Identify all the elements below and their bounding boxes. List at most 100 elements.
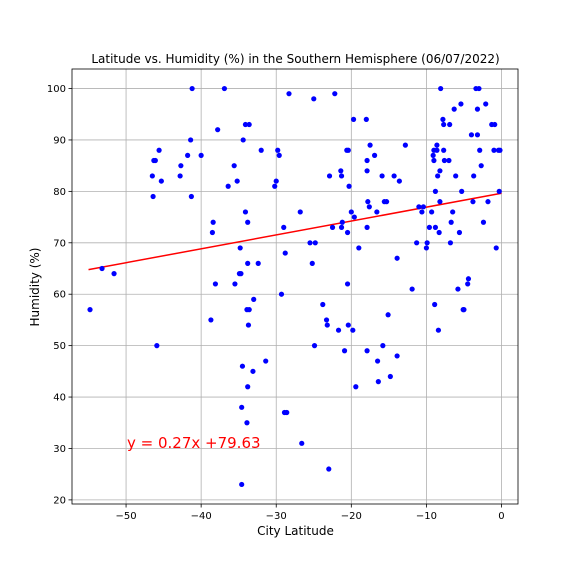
- data-point: [429, 209, 435, 215]
- data-point: [437, 199, 443, 205]
- data-point: [324, 322, 330, 328]
- data-point: [150, 193, 156, 200]
- data-point: [447, 240, 454, 246]
- data-point: [438, 85, 444, 92]
- data-point: [245, 260, 251, 266]
- data-point: [394, 353, 400, 359]
- data-point: [350, 116, 357, 122]
- data-point: [374, 358, 381, 364]
- y-tick-label: 40: [53, 393, 66, 404]
- data-point: [423, 245, 429, 251]
- data-point: [154, 343, 160, 349]
- data-point: [363, 116, 369, 122]
- plot-frame: [71, 68, 519, 505]
- chart-title: Latitude vs. Humidity (%) in the Souther…: [91, 52, 499, 66]
- y-tick-label: 70: [53, 238, 66, 249]
- data-point: [432, 188, 439, 194]
- data-point: [326, 466, 332, 472]
- data-point: [208, 317, 214, 323]
- data-point: [391, 173, 397, 179]
- data-point: [426, 224, 433, 230]
- data-point: [497, 147, 503, 153]
- data-point: [338, 224, 345, 230]
- data-point: [455, 286, 461, 292]
- data-point: [335, 327, 342, 333]
- data-point: [485, 199, 491, 205]
- data-point: [441, 147, 447, 153]
- data-point: [448, 219, 454, 225]
- data-point: [451, 106, 457, 112]
- data-point: [212, 281, 219, 287]
- data-point: [492, 121, 498, 128]
- data-point: [278, 291, 285, 297]
- data-point: [458, 101, 464, 107]
- y-axis-label: Humidity (%): [28, 248, 42, 327]
- data-point: [329, 224, 336, 230]
- data-point: [344, 281, 351, 287]
- data-point: [286, 91, 292, 97]
- data-point: [320, 301, 326, 308]
- y-ticks: 20 30 40 50 60 70 80 90 100: [47, 84, 72, 506]
- data-point: [215, 127, 221, 133]
- data-point: [177, 173, 183, 179]
- data-point: [384, 199, 390, 205]
- y-tick-label: 100: [47, 84, 66, 95]
- data-point: [434, 142, 440, 148]
- data-point: [231, 163, 237, 169]
- data-point: [430, 152, 436, 158]
- data-point: [424, 240, 430, 246]
- data-point: [221, 85, 228, 92]
- data-point: [239, 481, 245, 488]
- data-point: [364, 224, 370, 230]
- data-point: [364, 157, 370, 164]
- data-point: [435, 173, 441, 179]
- data-point: [311, 343, 318, 349]
- data-point: [312, 240, 318, 246]
- y-tick-label: 20: [53, 495, 66, 506]
- data-point: [477, 147, 483, 153]
- data-point: [273, 178, 279, 184]
- data-point: [309, 260, 315, 266]
- data-point: [402, 142, 408, 148]
- data-point: [394, 255, 400, 261]
- data-point: [450, 209, 456, 215]
- data-point: [311, 96, 317, 102]
- data-point: [468, 132, 475, 138]
- data-point: [234, 178, 240, 184]
- data-point: [437, 168, 443, 174]
- data-point: [232, 281, 238, 287]
- y-tick-label: 80: [53, 187, 66, 198]
- data-point: [263, 358, 269, 364]
- data-point: [470, 199, 476, 205]
- data-point: [209, 229, 216, 236]
- data-point: [459, 188, 465, 194]
- x-tick-label: −20: [341, 511, 362, 522]
- data-point: [198, 152, 204, 158]
- x-ticks: −50 −40 −30 −20 −10 0: [116, 504, 505, 522]
- data-point: [461, 307, 467, 313]
- data-point: [491, 147, 497, 153]
- data-point: [276, 152, 282, 158]
- data-point: [348, 209, 354, 215]
- data-point: [432, 224, 439, 230]
- data-point: [299, 440, 305, 446]
- data-point: [152, 157, 158, 164]
- data-point: [185, 152, 191, 158]
- axes: [71, 68, 519, 505]
- data-point: [244, 420, 250, 426]
- data-point: [111, 271, 117, 277]
- data-point: [478, 163, 484, 169]
- data-point: [272, 183, 278, 189]
- data-point: [396, 178, 402, 184]
- data-point: [364, 168, 370, 174]
- data-point: [346, 183, 352, 189]
- data-point: [353, 384, 359, 390]
- data-point: [188, 137, 194, 143]
- data-point: [242, 209, 249, 215]
- data-point: [158, 178, 164, 184]
- data-point: [416, 204, 422, 210]
- data-point: [240, 137, 246, 143]
- data-point: [258, 147, 264, 153]
- data-point: [440, 116, 446, 122]
